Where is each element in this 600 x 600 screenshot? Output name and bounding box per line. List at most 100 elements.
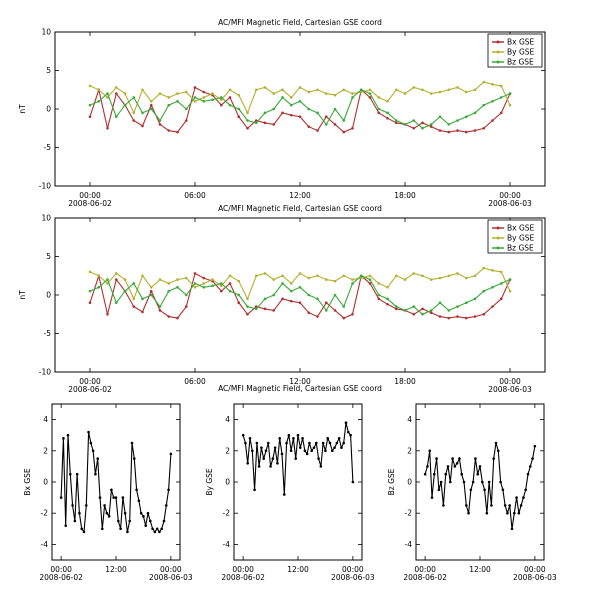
panel2-series-2-point xyxy=(464,276,468,280)
panel1-series-2-point xyxy=(298,86,302,89)
panel2-series-3-point xyxy=(263,297,267,301)
panel1-series-3-point xyxy=(193,96,197,99)
panel1-series-2-point xyxy=(219,98,223,102)
panel5-x-tick-label: 00:00 xyxy=(524,565,546,574)
panel1-series-3-point xyxy=(114,115,118,118)
panel1-series-1-point xyxy=(158,123,162,126)
panel5-plot-frame xyxy=(415,403,545,561)
panel1-series-2-point xyxy=(149,100,153,103)
panel3-title: AC/MFI Magnetic Field, Cartesian GSE coo… xyxy=(218,384,382,393)
panel2-series-3-point xyxy=(272,293,276,297)
panel1-series-3-point xyxy=(228,103,232,107)
panel2-series-3-point xyxy=(307,293,311,297)
panel4-series-1-point xyxy=(335,441,339,445)
panel3-x-tick-label: 00:00 xyxy=(160,565,182,574)
panel3-series-1-point xyxy=(130,441,134,445)
panel5-y-tick-label: -4 xyxy=(405,540,413,549)
panel5-series-1-point xyxy=(503,504,507,507)
panel3-series-1-point xyxy=(158,530,161,534)
panel2-series-1-point xyxy=(456,315,459,318)
panel1-series-2-point xyxy=(447,88,451,92)
panel4-series-1-point xyxy=(273,446,277,449)
panel1-series-2-point xyxy=(123,92,127,95)
panel2-series-2-point xyxy=(237,279,241,283)
panel1-series-1-point xyxy=(88,115,92,118)
panel4-x-tick-label: 12:00 xyxy=(287,565,309,574)
panel2-series-1-point xyxy=(193,272,197,275)
panel2-series-3-point xyxy=(289,289,293,293)
panel4-series-1-point xyxy=(305,452,309,456)
panel4-series-1-point xyxy=(296,433,300,437)
panel4-series-line-1 xyxy=(242,422,354,495)
panel2-series-3-point xyxy=(123,289,127,293)
panel1-series-3-point xyxy=(184,107,188,111)
panel1-y-tick-label: 5 xyxy=(46,66,51,75)
panel2-series-1-point xyxy=(202,276,206,280)
panel1-series-1-point xyxy=(482,126,486,130)
panel1-series-2-point xyxy=(421,88,424,92)
panel1-series-3-point xyxy=(123,103,127,107)
panel2-series-2-point xyxy=(351,278,354,281)
panel2-series-1-point xyxy=(237,301,241,305)
panel5-series-1-point xyxy=(517,511,521,515)
panel1-series-3-point xyxy=(106,92,109,95)
panel5-series-1-point xyxy=(469,488,473,492)
panel1-series-2-point xyxy=(359,90,363,94)
panel3-series-1-point xyxy=(110,488,113,492)
panel5-series-1-point xyxy=(492,457,496,460)
panel5-x-date-end: 2008-06-03 xyxy=(513,573,557,582)
panel4-series-1-point xyxy=(330,449,334,453)
panel5-series-1-point xyxy=(460,472,464,476)
panel3-series-1-point xyxy=(80,527,84,531)
panel1-legend-label-2: By GSE xyxy=(507,48,535,57)
panel2-series-3-point xyxy=(403,309,407,312)
panel2-series-1-point xyxy=(307,311,311,315)
panel1-series-2-point xyxy=(272,92,276,95)
panel1-series-2-point xyxy=(473,88,477,92)
panel1-series-1-point xyxy=(447,130,451,134)
panel2-series-2-point xyxy=(456,272,459,275)
panel1-series-2-point xyxy=(368,88,372,92)
panel3-series-1-point xyxy=(71,504,74,507)
panel4-series-1-point xyxy=(317,457,320,460)
panel1-series-2-point xyxy=(324,92,328,95)
panel3-series-1-point xyxy=(139,511,143,515)
panel2-series-1-point xyxy=(289,299,293,303)
panel2-y-tick-label: 10 xyxy=(41,214,51,223)
panel4-series-1-point xyxy=(326,437,330,440)
panel1-series-2-point xyxy=(184,90,188,94)
panel5-series-1-point xyxy=(487,480,491,484)
panel1-series-3-point xyxy=(333,107,337,111)
panel4-series-1-point xyxy=(310,449,314,453)
panel2-series-1-point xyxy=(158,309,162,312)
panel3-series-1-point xyxy=(107,515,111,518)
panel4-series-1-point xyxy=(349,433,352,437)
panel2-series-2-point xyxy=(403,278,407,281)
panel1-series-3-point xyxy=(421,126,424,130)
panel1-series-3-point xyxy=(456,119,459,122)
panel1-series-3-point xyxy=(149,107,153,111)
panel1-series-3-point xyxy=(386,111,389,115)
panel5-series-1-point xyxy=(453,465,457,468)
panel1-series-2-point xyxy=(482,80,486,84)
panel2-series-3-point xyxy=(237,293,241,297)
panel5-series-1-point xyxy=(451,457,454,460)
panel2-series-2-point xyxy=(429,278,433,281)
panel2-series-2-point xyxy=(508,289,512,293)
panel4-y-tick-label: -2 xyxy=(223,509,231,518)
panel5-series-1-point xyxy=(428,449,432,453)
panel2-series-1-point xyxy=(149,289,153,293)
panel1-series-1-point xyxy=(421,121,424,125)
panel5-y-tick-label: 0 xyxy=(407,478,412,487)
panel1-series-1-point xyxy=(386,116,389,120)
panel2-series-1-point xyxy=(106,312,109,316)
panel5-series-1-point xyxy=(496,449,500,453)
panel1-series-1-point xyxy=(246,126,249,130)
panel1-series-3-point xyxy=(176,100,179,103)
panel5-x-tick-label: 00:00 xyxy=(414,565,436,574)
panel2-y-tick-label: -10 xyxy=(39,368,51,377)
panel1-series-1-point xyxy=(412,126,416,130)
panel4-series-1-point xyxy=(289,449,293,453)
panel2-series-2-point xyxy=(438,276,442,280)
panel4-series-1-point xyxy=(321,441,325,445)
